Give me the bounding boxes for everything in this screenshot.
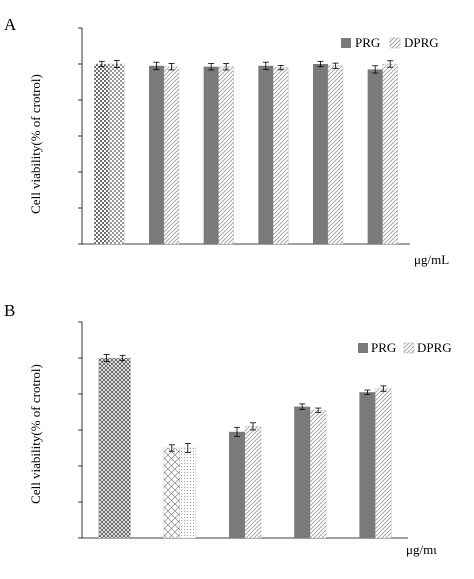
panel-a: A Cell viability(% of crotrol) μg/mL PRG… [4,15,449,267]
bar-a-dprg [109,63,125,245]
bar-b-prg [163,447,180,539]
panel-letter-a: A [4,15,17,34]
bar-b-dprg [114,357,131,539]
y-axis-title-b: Cell viability(% of crotrol) [28,364,43,504]
legend-label-dprg-b: DPRG [417,340,452,355]
bar-b-dprg [375,388,392,539]
legend-swatch-prg-b [358,343,368,353]
panel-letter-b: B [4,301,15,320]
bar-a-dprg [273,67,289,245]
bar-a-prg [94,63,110,245]
legend-label-prg-a: PRG [355,35,380,50]
bar-b-dprg [244,426,262,539]
bar-a-prg [149,65,164,244]
bar-a-prg [367,69,383,245]
bar-a-dprg [382,63,398,245]
legend-label-dprg-a: DPRG [404,35,439,50]
bar-a-dprg [327,65,344,245]
legend-swatch-dprg-b [403,342,415,354]
bar-a-prg [203,66,219,244]
unit-label-a: μg/mL [414,252,449,267]
legend-swatch-prg-a [341,38,351,48]
y-ticks-a [78,27,410,245]
bar-b-prg [359,392,376,538]
bar-a-prg [313,64,328,244]
unit-label-b: μg/mι [406,542,437,557]
legend-a: PRG DPRG [341,35,439,50]
bar-b-prg [229,431,245,538]
y-axis-title-a: Cell viability(% of crotrol) [28,74,43,214]
bar-a-dprg [163,66,180,245]
bar-a-dprg [218,66,234,245]
bar-b-prg [98,357,115,539]
bars-b [98,353,392,539]
bar-b-prg [294,406,311,538]
bar-a-prg [258,65,274,244]
bar-b-dprg [310,410,327,539]
legend-swatch-dprg-a [389,37,401,49]
bar-b-dprg [179,447,196,539]
bars-a [94,60,398,245]
legend-label-prg-b: PRG [371,340,396,355]
legend-b: PRG DPRG [358,340,452,355]
panel-b: B Cell viability(% of crotrol) μg/mι PRG… [4,301,452,557]
